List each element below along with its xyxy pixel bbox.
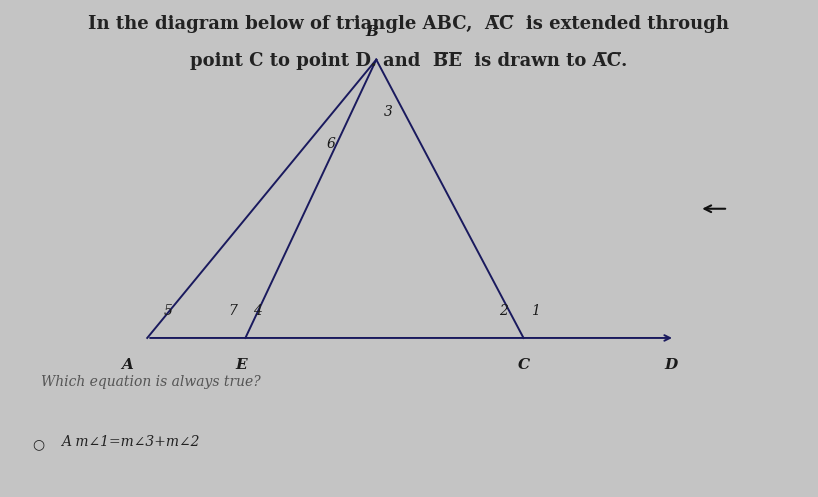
Text: B: B	[366, 25, 379, 39]
Text: In the diagram below of triangle ABC,  A̅C̅  is extended through: In the diagram below of triangle ABC, A̅…	[88, 15, 730, 33]
Text: 7: 7	[229, 304, 237, 318]
Text: ○: ○	[33, 437, 45, 451]
Text: 3: 3	[384, 105, 393, 119]
Text: A m∠1=m∠3+m∠2: A m∠1=m∠3+m∠2	[61, 435, 200, 449]
Text: 5: 5	[164, 304, 172, 318]
Text: C: C	[518, 358, 529, 372]
Text: E: E	[236, 358, 247, 372]
Text: point C to point D. and  B̅E̅  is drawn to A̅C̅.: point C to point D. and B̅E̅ is drawn to…	[191, 52, 627, 70]
Text: 6: 6	[327, 137, 335, 151]
Text: A: A	[121, 358, 133, 372]
Text: 1: 1	[532, 304, 540, 318]
Text: Which equation is always true?: Which equation is always true?	[41, 375, 261, 389]
Text: 2: 2	[499, 304, 507, 318]
Text: D: D	[664, 358, 677, 372]
Text: 4: 4	[254, 304, 262, 318]
